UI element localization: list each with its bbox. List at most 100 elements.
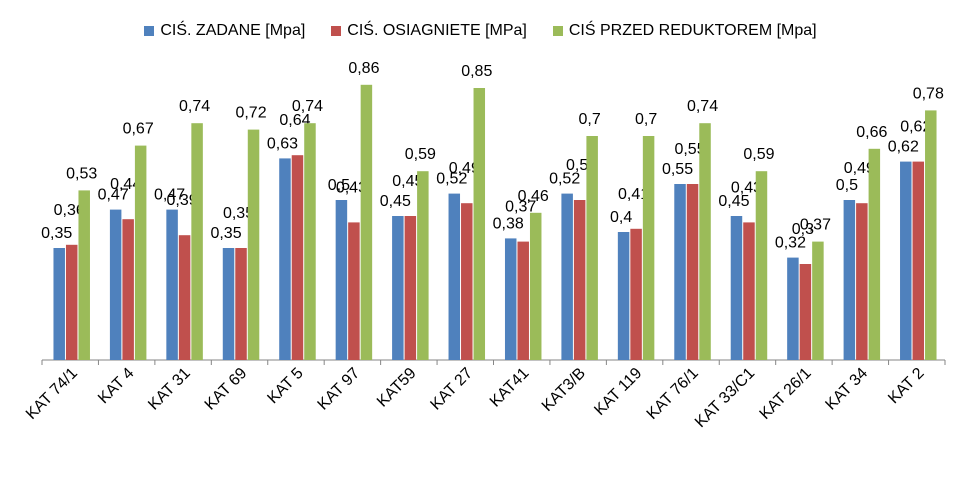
x-tick-label: KAT 33/C1	[692, 365, 758, 431]
data-label: 0,7	[579, 111, 601, 128]
legend-item-przed-reduktorem: CIŚ PRZED REDUKTOREM [Mpa]	[552, 22, 817, 40]
x-tick-label: KAT 74/1	[23, 365, 81, 423]
x-tick-label: KAT 2	[885, 365, 927, 407]
bar	[586, 136, 598, 360]
x-tick-label: KAT 26/1	[757, 365, 815, 423]
data-label: 0,52	[549, 171, 580, 188]
bar	[109, 209, 122, 360]
bar	[417, 171, 429, 360]
data-label: 0,35	[210, 225, 241, 242]
bar	[122, 219, 134, 360]
data-label: 0,49	[449, 160, 480, 177]
data-label: 0,47	[98, 187, 129, 204]
bar	[304, 123, 316, 360]
bar	[335, 200, 348, 360]
bar	[730, 216, 743, 360]
x-tick-label: KAT 27	[427, 365, 476, 414]
data-label: 0,59	[743, 146, 774, 163]
bar	[787, 257, 799, 360]
legend-swatch-osiagniete	[331, 26, 342, 36]
bar	[473, 88, 486, 360]
x-tick-label: KAT 31	[145, 365, 194, 414]
data-label: 0,32	[775, 235, 806, 252]
bar	[279, 158, 291, 360]
data-label: 0,63	[267, 135, 298, 152]
bar	[843, 200, 856, 360]
data-label: 0,49	[844, 160, 875, 177]
bar	[699, 123, 711, 360]
x-tick-label: KAT 5	[264, 365, 306, 407]
bar	[561, 193, 573, 360]
bar	[686, 184, 699, 360]
bar	[529, 212, 542, 360]
data-label: 0,46	[518, 188, 549, 205]
bar	[247, 129, 260, 360]
bar	[868, 148, 881, 360]
data-label: 0,43	[731, 179, 762, 196]
bar	[291, 155, 304, 360]
bar	[799, 264, 812, 360]
x-tick-label: KAT 34	[822, 365, 871, 414]
x-tick-label: KAT 69	[202, 365, 251, 414]
bar	[630, 228, 642, 360]
legend-item-zadane: CIŚ. ZADANE [Mpa]	[144, 22, 305, 40]
data-label: 0,47	[154, 187, 185, 204]
data-label: 0,72	[235, 105, 266, 122]
data-label: 0,5	[566, 157, 588, 174]
bar	[755, 171, 768, 360]
legend-swatch-przed-reduktorem	[552, 26, 563, 36]
bar	[925, 110, 937, 361]
data-label: 0,36	[54, 202, 85, 219]
bar	[65, 244, 78, 360]
data-label: 0,66	[856, 124, 887, 141]
data-label: 0,35	[41, 225, 72, 242]
legend-label-osiagniete: CIŚ. OSIAGNIETE [MPa]	[347, 22, 527, 39]
bar	[448, 193, 461, 360]
legend-label-zadane: CIŚ. ZADANE [Mpa]	[160, 22, 306, 39]
data-label: 0,41	[618, 186, 649, 203]
data-label: 0,62	[900, 119, 931, 136]
x-tick-label: KAT3/B	[539, 365, 589, 415]
data-label: 0,7	[635, 111, 657, 128]
data-label: 0,53	[66, 165, 97, 182]
bar	[404, 216, 417, 360]
data-label: 0,74	[179, 98, 210, 115]
data-label: 0,43	[336, 179, 367, 196]
bar	[642, 136, 655, 360]
data-label: 0,37	[800, 217, 831, 234]
data-label: 0,5	[836, 177, 858, 194]
data-label: 0,64	[279, 112, 310, 129]
data-label: 0,4	[610, 209, 632, 226]
x-tick-label: KAT41	[487, 365, 533, 411]
data-label: 0,45	[718, 193, 749, 210]
legend-label-przed-reduktorem: CIŚ PRZED REDUKTOREM [Mpa]	[568, 22, 817, 39]
data-label: 0,62	[888, 139, 919, 156]
bar	[617, 232, 630, 360]
data-label: 0,3	[792, 221, 814, 238]
x-tick-label: KAT59	[374, 365, 420, 411]
bar	[812, 241, 824, 360]
data-label: 0,38	[493, 215, 524, 232]
data-label: 0,86	[348, 60, 379, 77]
x-tick-label: KAT 76/1	[644, 365, 702, 423]
data-label: 0,55	[674, 141, 705, 158]
data-label: 0,37	[505, 199, 536, 216]
bar	[461, 203, 473, 360]
bar	[235, 248, 247, 360]
bar	[134, 145, 147, 360]
bar	[222, 248, 235, 360]
x-tick-label: KAT 4	[95, 365, 137, 407]
bar	[856, 203, 868, 360]
bar	[912, 161, 925, 360]
bar	[504, 238, 517, 360]
bar	[517, 241, 529, 360]
bar	[573, 200, 586, 360]
legend-item-osiagniete: CIŚ. OSIAGNIETE [MPa]	[331, 22, 527, 40]
bar	[166, 209, 178, 360]
data-label: 0,44	[110, 176, 141, 193]
bar	[392, 216, 404, 360]
data-label: 0,55	[662, 161, 693, 178]
bar	[900, 161, 912, 360]
bar	[53, 248, 65, 360]
